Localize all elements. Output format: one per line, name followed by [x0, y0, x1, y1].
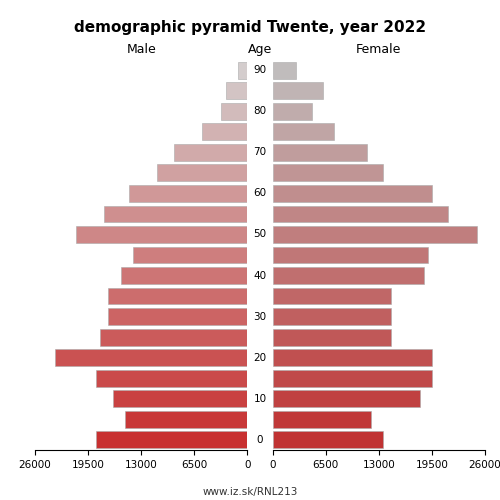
Text: Age: Age	[248, 43, 272, 56]
Bar	[133, 246, 248, 264]
Bar	[272, 370, 432, 386]
Bar	[226, 82, 248, 99]
Text: 70: 70	[254, 148, 266, 158]
Bar	[272, 246, 428, 264]
Text: 30: 30	[254, 312, 266, 322]
Bar	[125, 411, 248, 428]
Bar	[272, 82, 324, 99]
Bar	[272, 267, 424, 284]
Bar	[202, 124, 248, 140]
Bar	[221, 103, 248, 120]
Bar	[272, 328, 391, 345]
Bar	[158, 164, 248, 182]
Text: Female: Female	[356, 43, 402, 56]
Bar	[56, 349, 248, 366]
Bar	[108, 308, 248, 325]
Bar	[272, 308, 391, 325]
Text: 10: 10	[254, 394, 266, 404]
Bar	[120, 267, 248, 284]
Bar	[100, 328, 248, 345]
Bar	[272, 226, 477, 243]
Bar	[272, 185, 432, 202]
Text: 20: 20	[254, 352, 266, 362]
Text: 80: 80	[254, 106, 266, 117]
Text: 40: 40	[254, 270, 266, 280]
Text: www.iz.sk/RNL213: www.iz.sk/RNL213	[202, 487, 298, 497]
Bar	[96, 370, 248, 386]
Text: 60: 60	[254, 188, 266, 198]
Bar	[272, 164, 383, 182]
Bar	[272, 390, 420, 407]
Text: 50: 50	[254, 230, 266, 239]
Bar	[104, 206, 248, 222]
Bar	[272, 432, 383, 448]
Bar	[96, 432, 248, 448]
Bar	[108, 288, 248, 304]
Text: 90: 90	[254, 66, 266, 76]
Text: Male: Male	[126, 43, 156, 56]
Bar	[272, 411, 370, 428]
Bar	[112, 390, 248, 407]
Bar	[129, 185, 248, 202]
Bar	[238, 62, 248, 78]
Bar	[174, 144, 248, 161]
Bar	[272, 144, 366, 161]
Text: demographic pyramid Twente, year 2022: demographic pyramid Twente, year 2022	[74, 20, 426, 35]
Bar	[272, 124, 334, 140]
Bar	[272, 62, 295, 78]
Bar	[272, 103, 312, 120]
Text: 0: 0	[257, 434, 263, 444]
Bar	[272, 288, 391, 304]
Bar	[272, 206, 448, 222]
Bar	[76, 226, 248, 243]
Bar	[272, 349, 432, 366]
